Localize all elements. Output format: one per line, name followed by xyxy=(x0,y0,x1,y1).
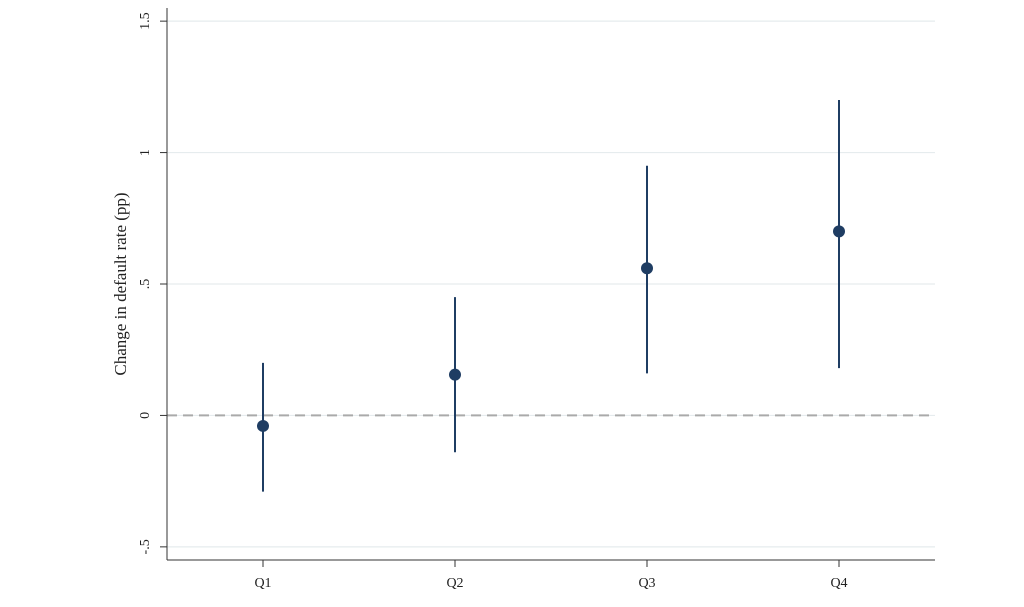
y-axis-title: Change in default rate (pp) xyxy=(111,192,130,375)
point xyxy=(257,419,269,432)
x-tick-label: Q4 xyxy=(830,576,847,591)
y-tick-label: .5 xyxy=(138,279,153,290)
x-tick-label: Q3 xyxy=(638,576,655,591)
point xyxy=(449,368,461,381)
point xyxy=(641,262,653,275)
y-tick-label: 1.5 xyxy=(138,12,153,30)
y-tick-label: -.5 xyxy=(138,539,153,554)
y-tick-label: 1 xyxy=(138,149,153,156)
x-tick-label: Q2 xyxy=(446,576,463,591)
y-tick-label: 0 xyxy=(138,412,153,419)
point xyxy=(833,225,845,238)
x-tick-label: Q1 xyxy=(254,576,271,591)
